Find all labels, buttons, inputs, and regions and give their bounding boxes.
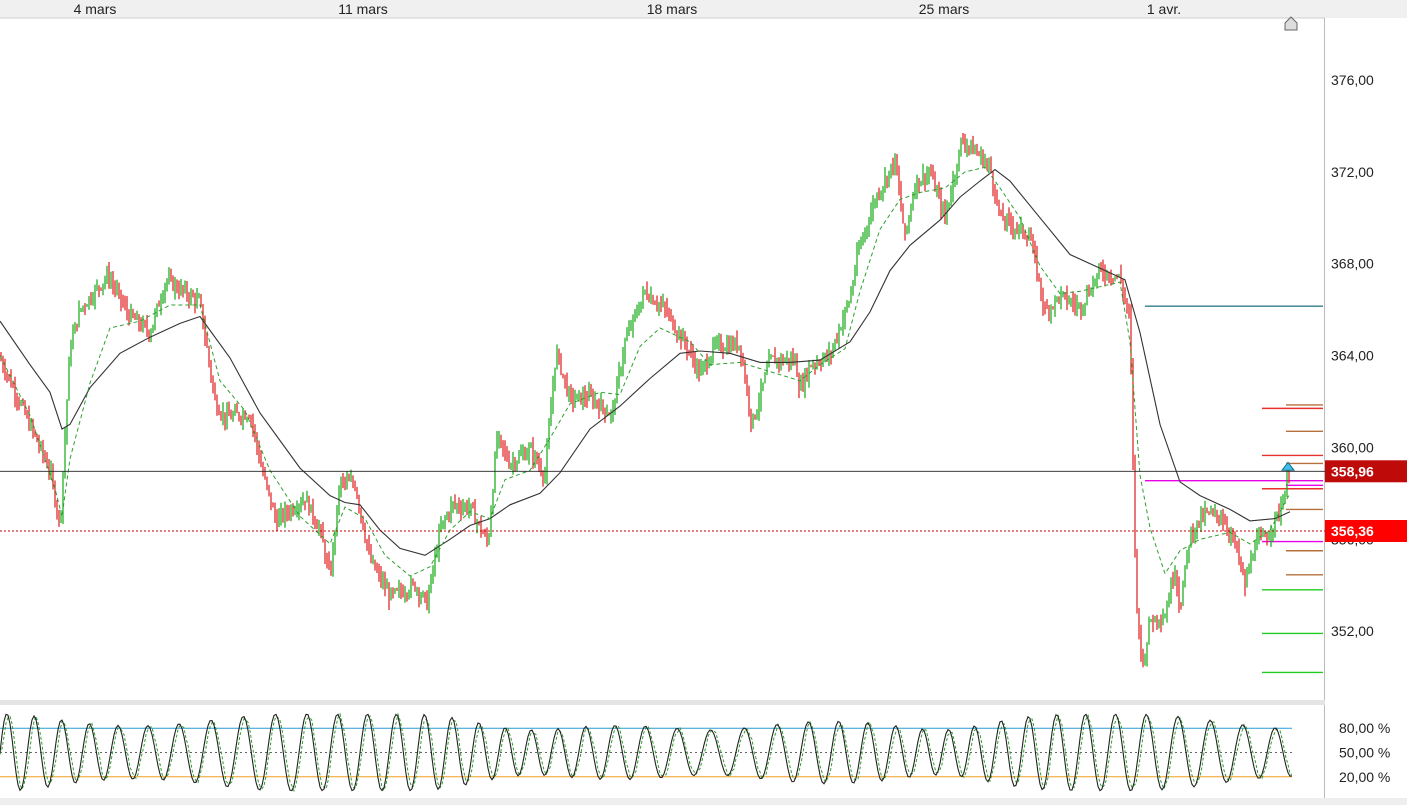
date-tick-label: 25 mars [919,1,970,17]
last-price-marker-icon[interactable] [1281,461,1295,471]
date-tick-label: 1 avr. [1147,1,1181,17]
date-tick-label: 11 mars [338,1,388,17]
oscillator-axis: 80,00 % 50,00 % 20,00 % [1339,720,1390,785]
oscillator-tick-label: 20,00 % [1339,769,1390,785]
panel-separator[interactable] [0,700,1325,705]
home-icon[interactable] [1284,16,1298,31]
candlesticks [0,132,1290,668]
date-axis-band [0,0,1407,18]
price-tick-label: 352,00 [1331,623,1374,639]
price-axis-panel [1325,18,1407,805]
oscillator-signal-line [0,712,1293,793]
price-tag-box [1325,519,1407,542]
price-tick-label: 376,00 [1331,72,1374,88]
price-tick-label: 368,00 [1331,256,1374,272]
date-tick-label: 18 mars [647,1,698,17]
oscillator-tick-label: 80,00 % [1339,720,1390,736]
price-tag-label: 358,96 [1331,463,1374,479]
date-tick-label: 4 mars [74,1,117,17]
date-axis: 4 mars 11 mars 18 mars 25 mars 1 avr. [74,1,1182,17]
price-tag-box [1325,460,1407,483]
oscillator-tick-label: 50,00 % [1339,745,1390,761]
price-tag-label: 356,36 [1331,523,1374,539]
bottom-border [0,798,1407,805]
price-tick-label: 360,00 [1331,439,1374,455]
price-tags: 358,96 356,36 [1325,460,1407,542]
moving-average-line [0,168,1291,556]
price-tick-label: 364,00 [1331,348,1374,364]
price-levels [1145,305,1323,674]
oscillator-main-line [0,713,1293,792]
price-tick-label: 372,00 [1331,164,1374,180]
exponential-average-line [0,166,1291,577]
